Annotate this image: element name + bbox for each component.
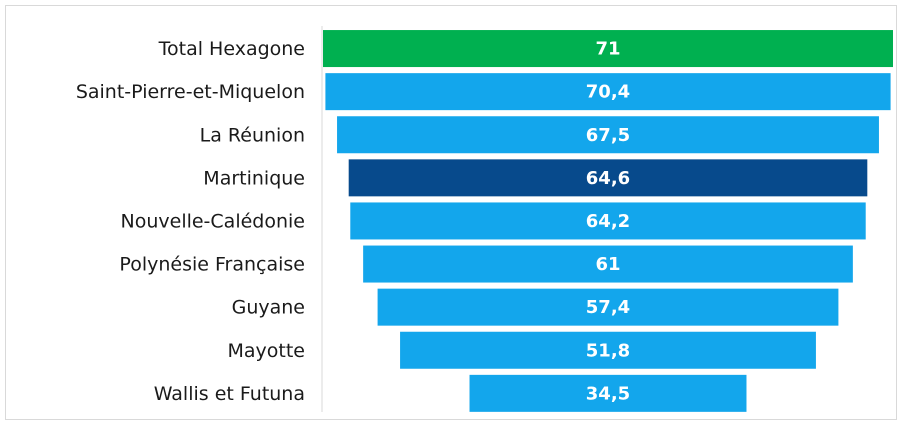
- value-label: 64,6: [586, 168, 630, 189]
- category-label: Total Hexagone: [158, 38, 305, 60]
- value-label: 51,8: [586, 340, 630, 361]
- category-label: Mayotte: [228, 340, 306, 362]
- category-label: La Réunion: [200, 124, 305, 146]
- value-label: 67,5: [586, 125, 630, 146]
- value-label: 57,4: [586, 297, 630, 318]
- value-label: 61: [595, 254, 620, 275]
- bar: [400, 331, 816, 369]
- category-label: Saint-Pierre-et-Miquelon: [76, 81, 305, 103]
- bar: [469, 374, 747, 412]
- category-label: Martinique: [203, 167, 305, 189]
- value-label: 70,4: [586, 82, 630, 103]
- bar: [323, 30, 893, 68]
- category-label: Polynésie Française: [119, 254, 305, 276]
- category-label: Guyane: [232, 297, 305, 319]
- value-label: 34,5: [586, 383, 630, 404]
- category-label: Wallis et Futuna: [154, 383, 305, 405]
- value-label: 71: [595, 39, 620, 60]
- bar: [325, 73, 891, 111]
- category-label: Nouvelle-Calédonie: [121, 210, 306, 232]
- bar: [348, 159, 868, 197]
- bar: [377, 288, 839, 326]
- bar: [363, 245, 853, 283]
- value-label: 64,2: [586, 211, 630, 232]
- bar: [337, 116, 879, 154]
- bar: [350, 202, 866, 240]
